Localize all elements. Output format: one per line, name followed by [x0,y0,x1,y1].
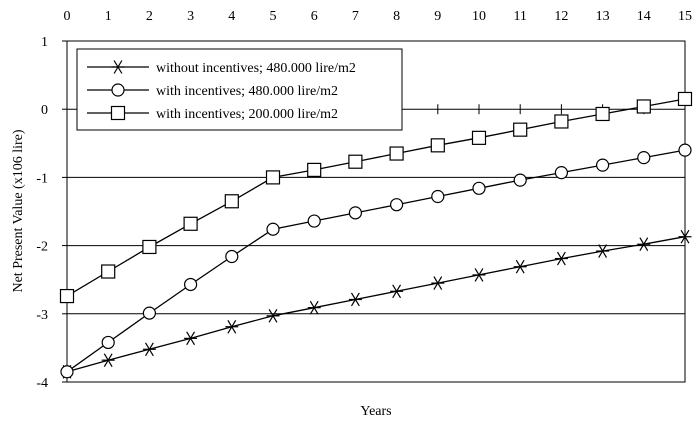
data-point-circle-0 [60,365,74,379]
series-line-asterisk [66,236,686,373]
data-point-asterisk-2 [142,342,156,357]
series-line-square [66,98,686,297]
plot-frame [66,40,686,383]
data-point-square-1 [101,264,116,279]
data-point-asterisk-11 [513,259,527,274]
x-tick-label-4: 4 [228,9,235,24]
data-point-circle-14 [637,151,651,165]
legend-item-asterisk: without incentives; 480.000 lire/m2 [87,60,356,76]
y-tick-label-0: 0 [41,103,48,118]
data-point-square-5 [265,170,281,185]
data-point-square-10 [471,130,487,145]
legend-marker-asterisk [111,60,125,74]
legend-label-circle: with incentives; 480.000 lire/m2 [156,84,338,99]
data-point-asterisk-4 [225,319,239,334]
data-point-circle-6 [307,214,321,228]
x-tick-label-5: 5 [270,9,277,24]
data-point-circle-11 [513,173,527,187]
data-point-circle-10 [472,181,486,195]
data-point-square-0 [59,288,75,304]
x-tick-label-1: 1 [105,9,112,24]
legend-label-asterisk: without incentives; 480.000 lire/m2 [156,61,356,76]
data-point-asterisk-1 [101,353,115,367]
x-tick-label-13: 13 [596,9,610,24]
data-point-asterisk-9 [431,276,445,290]
data-point-asterisk-3 [184,331,198,346]
data-point-square-3 [183,216,198,231]
data-point-asterisk-13 [596,244,610,258]
data-point-square-14 [636,99,651,114]
data-point-asterisk-14 [637,237,651,252]
data-point-asterisk-12 [554,251,568,266]
data-point-circle-5 [266,222,280,236]
data-point-square-15 [677,91,693,107]
data-point-square-6 [307,162,322,177]
legend: without incentives; 480.000 lire/m2 with … [76,48,403,131]
legend-marker-square [110,105,126,121]
data-point-circle-7 [348,206,362,220]
data-point-circle-4 [225,249,239,264]
y-tick-label-neg1: -1 [36,171,48,186]
x-tick-label-8: 8 [393,9,400,24]
data-point-circle-1 [101,335,115,350]
x-tick-label-14: 14 [637,9,651,24]
data-point-circle-2 [142,306,156,320]
data-point-circle-8 [390,198,404,212]
data-point-asterisk-6 [307,300,321,315]
data-point-circle-9 [431,189,445,204]
data-point-asterisk-8 [390,284,404,299]
data-point-asterisk-10 [472,268,486,282]
data-point-asterisk-7 [348,292,362,307]
x-tick-label-12: 12 [554,9,568,24]
legend-item-square: with incentives; 200.000 lire/m2 [87,105,338,122]
grid-lines [67,176,685,315]
x-tick-label-10: 10 [472,9,486,24]
y-axis-title: Net Present Value (x106 lire) [11,129,26,292]
x-tick-label-15: 15 [678,9,692,24]
data-point-circle-13 [595,158,610,172]
data-point-square-4 [224,194,239,209]
y-tick-label-neg2: -2 [36,240,48,255]
data-point-circle-15 [678,143,692,157]
data-point-asterisk-15 [678,229,692,244]
series-line-circle [66,149,686,373]
data-point-square-9 [430,138,445,153]
data-point-circle-3 [184,277,198,292]
x-tick-label-0: 0 [64,9,71,24]
x-tick-label-7: 7 [352,9,359,24]
x-tick-label-3: 3 [187,9,194,24]
data-point-circle-12 [554,166,569,180]
legend-item-circle: with incentives; 480.000 lire/m2 [87,83,338,99]
x-tick-label-2: 2 [146,9,153,24]
series-group [59,91,693,379]
data-point-square-8 [389,146,404,161]
data-point-square-11 [513,122,528,137]
x-tick-label-9: 9 [434,9,441,24]
y-tick-label-neg3: -3 [36,308,48,323]
y-tick-label-1: 1 [41,35,48,50]
x-axis-title: Years [360,404,391,419]
data-point-asterisk-5 [266,309,280,323]
y-tick-label-neg4: -4 [36,376,48,391]
data-point-square-13 [595,106,610,122]
x-tick-label-11: 11 [513,9,526,24]
data-point-square-12 [554,114,569,129]
data-point-square-2 [142,239,157,255]
data-point-square-7 [348,154,363,169]
x-tick-label-6: 6 [311,9,318,24]
legend-marker-circle [111,83,125,97]
legend-label-square: with incentives; 200.000 lire/m2 [156,107,338,122]
